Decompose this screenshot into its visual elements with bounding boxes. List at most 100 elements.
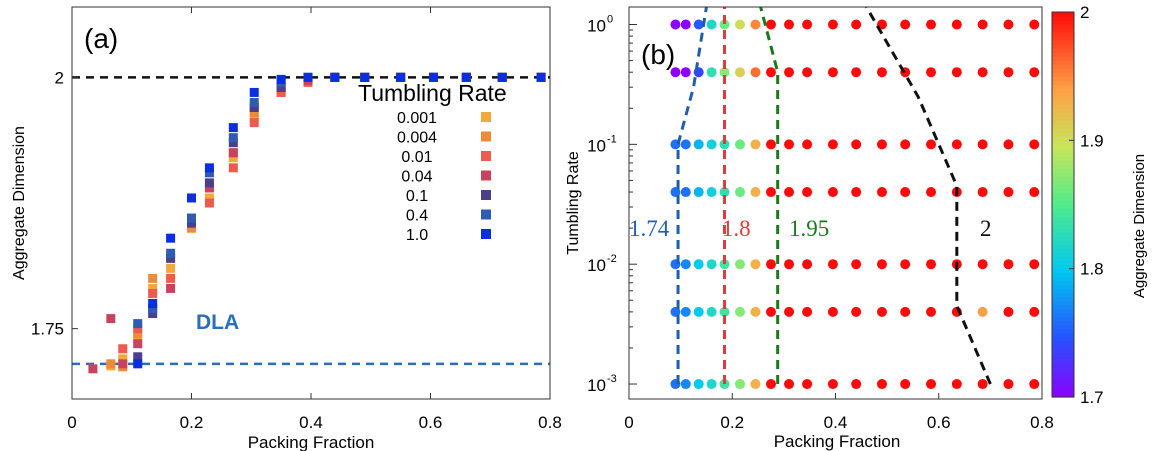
- colorbar-segment: [1052, 64, 1074, 69]
- data-point: [133, 359, 143, 369]
- data-point: [396, 72, 406, 82]
- legend: 0.001 0.004 0.01 0.04 0.1 0.4 1.0: [397, 110, 491, 244]
- data-point: [765, 259, 776, 270]
- data-point: [249, 118, 259, 128]
- data-point: [719, 259, 730, 270]
- y-tick-label-exponent: 0: [607, 14, 613, 26]
- colorbar-segment: [1052, 44, 1074, 49]
- data-point: [1029, 139, 1040, 150]
- colorbar-segment: [1052, 320, 1074, 326]
- data-point: [977, 379, 988, 390]
- data-point: [900, 259, 911, 270]
- data-point: [977, 306, 988, 317]
- data-point: [750, 19, 761, 30]
- data-point: [166, 263, 176, 273]
- colorbar-segment: [1052, 20, 1074, 25]
- data-point: [706, 306, 717, 317]
- data-point: [719, 139, 730, 150]
- data-point: [765, 19, 776, 30]
- data-point: [204, 183, 214, 193]
- data-point: [1029, 306, 1040, 317]
- data-point: [750, 187, 761, 198]
- colorbar-segment: [1052, 112, 1074, 117]
- data-point: [693, 19, 704, 30]
- data-point: [765, 67, 776, 78]
- panel-a-ylabel: Aggregate Dimension: [11, 126, 28, 280]
- legend-label: 1.0: [406, 227, 428, 244]
- data-point: [276, 74, 286, 84]
- colorbar-segment: [1052, 24, 1074, 29]
- colorbar-segment: [1052, 372, 1074, 378]
- data-point: [734, 187, 745, 198]
- data-point: [827, 379, 838, 390]
- legend-swatch: [481, 190, 491, 200]
- dla-label: DLA: [196, 311, 239, 334]
- data-point: [428, 72, 438, 82]
- data-point: [750, 306, 761, 317]
- colorbar-segment: [1052, 288, 1074, 294]
- data-point: [851, 379, 862, 390]
- data-point: [670, 187, 681, 198]
- data-point: [876, 187, 887, 198]
- data-point: [827, 67, 838, 78]
- data-point: [133, 334, 143, 344]
- colorbar-segment: [1052, 108, 1074, 113]
- data-point: [680, 259, 691, 270]
- data-point: [249, 108, 259, 118]
- data-point: [802, 259, 813, 270]
- data-point: [148, 273, 158, 283]
- colorbar-segment: [1052, 228, 1074, 234]
- y-tick-label: 10: [587, 17, 606, 36]
- colorbar-segment: [1052, 104, 1074, 109]
- data-point: [951, 139, 962, 150]
- data-point: [876, 379, 887, 390]
- colorbar-segment: [1052, 240, 1074, 246]
- data-point: [1003, 67, 1014, 78]
- colorbar-segment: [1052, 360, 1074, 366]
- colorbar-segment: [1052, 376, 1074, 382]
- colorbar-segment: [1052, 96, 1074, 101]
- data-point: [951, 67, 962, 78]
- legend-swatch: [481, 151, 491, 161]
- panel-a-frame: [71, 6, 551, 400]
- data-point: [734, 67, 745, 78]
- data-point: [784, 19, 795, 30]
- colorbar-segment: [1052, 140, 1074, 145]
- data-point: [977, 139, 988, 150]
- colorbar-segment: [1052, 32, 1074, 37]
- data-point: [670, 19, 681, 30]
- data-point: [693, 306, 704, 317]
- data-point: [133, 319, 143, 329]
- data-point: [133, 329, 143, 339]
- data-point: [249, 97, 259, 107]
- boundary-line: [865, 6, 992, 385]
- data-point: [926, 139, 937, 150]
- colorbar-segment: [1052, 248, 1074, 254]
- colorbar-tick-label: 1.7: [1080, 388, 1104, 407]
- data-point: [249, 87, 259, 97]
- panel-a: 0 0.2 0.4 0.6 0.81.752 (a) Packing Fraction …: [11, 6, 562, 451]
- colorbar-segment: [1052, 116, 1074, 121]
- colorbar-segment: [1052, 336, 1074, 342]
- x-tick-label: 0: [67, 413, 76, 432]
- data-point: [133, 339, 143, 349]
- data-point: [133, 352, 143, 362]
- legend-label: 0.1: [406, 188, 428, 205]
- data-point: [88, 364, 98, 374]
- data-point: [204, 163, 214, 173]
- legend-label: 0.004: [397, 130, 437, 147]
- colorbar-segment: [1052, 168, 1074, 174]
- colorbar-segment: [1052, 308, 1074, 314]
- panel-b-label: (b): [641, 39, 675, 70]
- data-point: [166, 273, 176, 283]
- x-tick-label: 0.2: [180, 413, 204, 432]
- legend-label: 0.04: [401, 169, 432, 186]
- data-point: [461, 72, 471, 82]
- colorbar-segment: [1052, 164, 1074, 170]
- panel-a-label: (a): [84, 23, 118, 54]
- colorbar-segment: [1052, 252, 1074, 258]
- colorbar-segment: [1052, 80, 1074, 85]
- x-tick-label: 0.4: [824, 413, 848, 432]
- data-point: [765, 139, 776, 150]
- data-point: [680, 139, 691, 150]
